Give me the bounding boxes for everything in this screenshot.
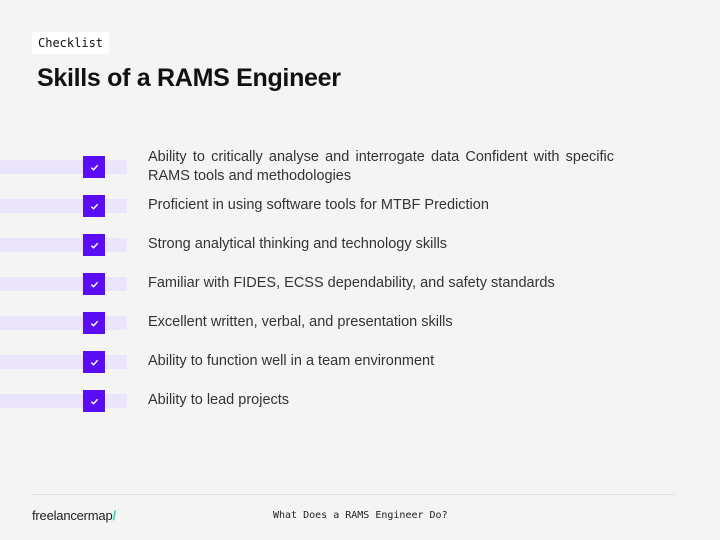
checkbox-checked-icon: [83, 351, 105, 373]
checklist-item-label: Familiar with FIDES, ECSS dependability,…: [148, 275, 555, 291]
highlight-bar: [0, 199, 127, 213]
highlight-bar: [0, 277, 127, 291]
checklist-item-label: Ability to critically analyse and interr…: [148, 149, 614, 184]
checklist-item-label: Excellent written, verbal, and presentat…: [148, 314, 453, 330]
footer-divider: [32, 494, 675, 495]
checkbox-checked-icon: [83, 390, 105, 412]
freelancermap-logo: freelancermap/: [32, 508, 116, 523]
checklist-tag: Checklist: [32, 32, 110, 54]
checklist-item-label: Ability to function well in a team envir…: [148, 353, 435, 369]
logo-text: freelancermap: [32, 508, 113, 523]
checkbox-checked-icon: [83, 156, 105, 178]
checkbox-checked-icon: [83, 195, 105, 217]
checkbox-checked-icon: [83, 234, 105, 256]
highlight-bar: [0, 394, 127, 408]
highlight-bar: [0, 355, 127, 369]
footer-caption: What Does a RAMS Engineer Do?: [273, 510, 448, 521]
highlight-bar: [0, 316, 127, 330]
checklist-item-label: Ability to lead projects: [148, 392, 290, 408]
highlight-bar: [0, 238, 127, 252]
checkbox-checked-icon: [83, 312, 105, 334]
checklist-item-label: Proficient in using software tools for M…: [148, 197, 489, 213]
highlight-bar: [0, 160, 127, 174]
checklist-item-label: Strong analytical thinking and technolog…: [148, 236, 448, 252]
logo-slash: /: [112, 508, 117, 523]
checkbox-checked-icon: [83, 273, 105, 295]
page-title: Skills of a RAMS Engineer: [37, 64, 341, 92]
